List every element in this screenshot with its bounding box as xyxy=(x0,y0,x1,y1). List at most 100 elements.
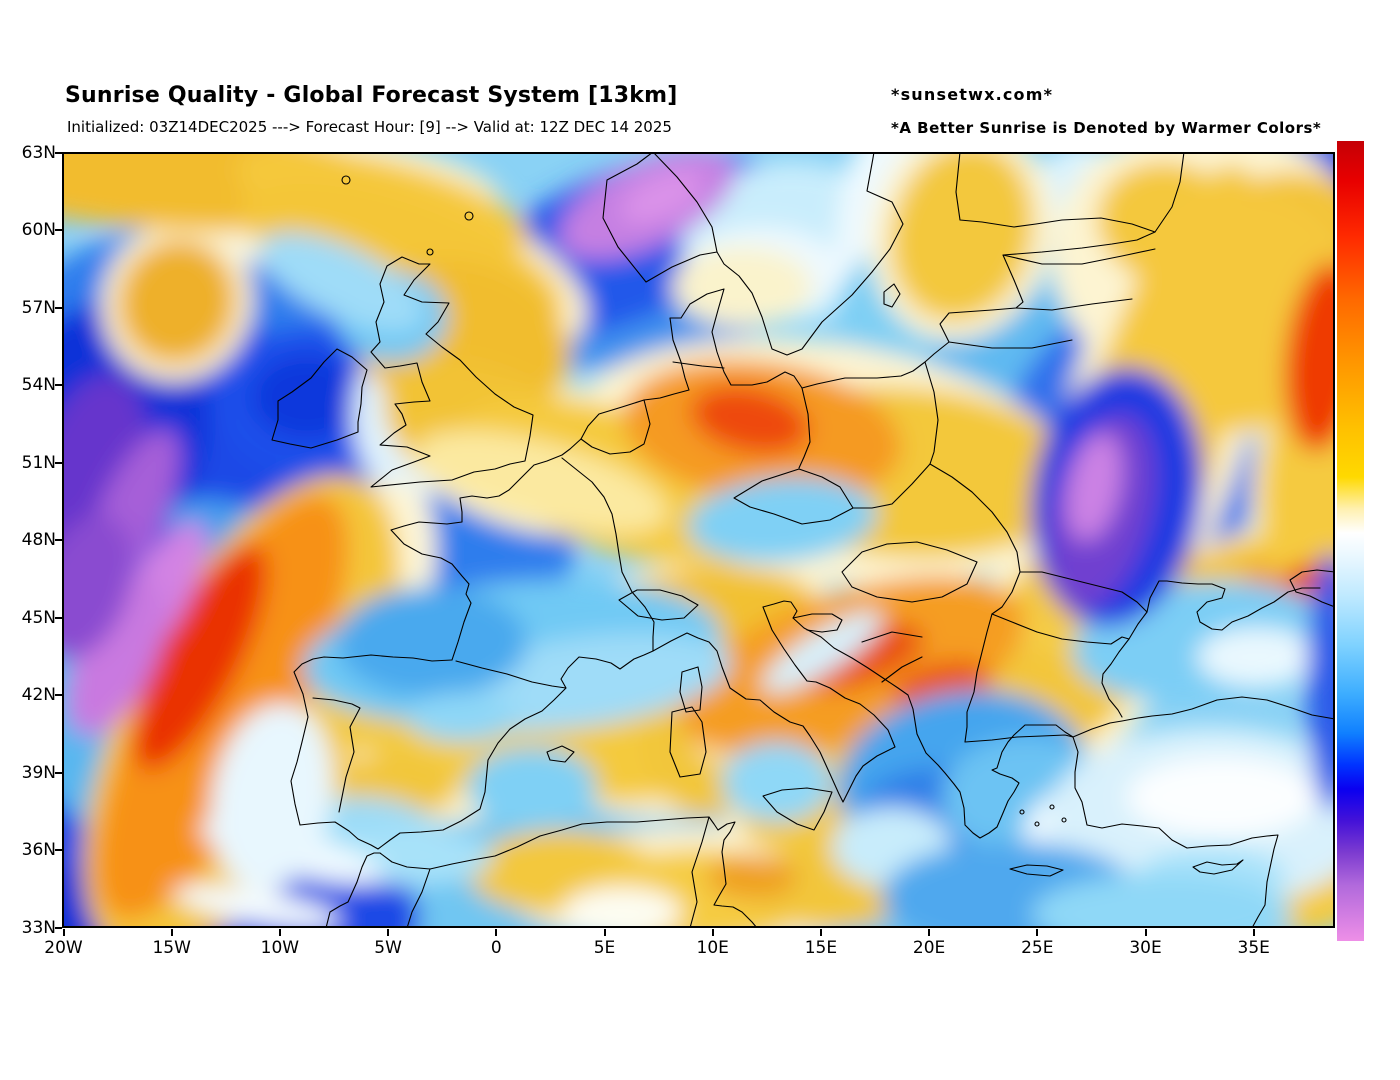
lon-tick-mark xyxy=(603,929,606,936)
border-balkans-1 xyxy=(861,631,923,643)
field-blob xyxy=(62,514,134,660)
field-blob xyxy=(467,747,597,827)
border-spain-france xyxy=(455,660,567,689)
lat-tick-label: 60N xyxy=(21,220,56,241)
lon-tick-mark xyxy=(928,929,931,936)
lat-tick-label: 54N xyxy=(21,375,56,396)
border-germany-denmark xyxy=(672,361,725,369)
border-portugal-spain xyxy=(312,697,361,813)
lat-tick-label: 51N xyxy=(21,452,56,473)
border-morocco-algeria xyxy=(406,868,431,928)
coastlines-and-borders xyxy=(271,152,1335,928)
coast-adriatic-greece xyxy=(762,600,1335,839)
field-blob xyxy=(1307,552,1335,812)
coast-black-sea-north xyxy=(1289,569,1335,608)
lon-tick-mark xyxy=(62,929,65,936)
island-sicily xyxy=(762,787,833,831)
lon-tick-label: 20E xyxy=(912,938,946,958)
lon-tick-mark xyxy=(495,929,498,936)
island-corsica xyxy=(679,666,703,713)
field-blob xyxy=(707,855,797,899)
border-baltics-1 xyxy=(1002,248,1156,265)
border-carpathians xyxy=(929,463,1021,615)
lon-tick-label: 10E xyxy=(696,938,729,958)
island-mallorca xyxy=(546,745,575,763)
island-sardinia xyxy=(669,706,707,778)
lat-tick-mark xyxy=(55,849,62,852)
lon-tick-label: 0 xyxy=(490,938,502,958)
lon-tick-mark xyxy=(170,929,173,936)
island-cyprus xyxy=(1192,859,1244,875)
field-blob xyxy=(407,692,517,742)
lat-tick-mark xyxy=(55,461,62,464)
lat-tick-mark xyxy=(55,229,62,232)
field-blob xyxy=(67,578,167,736)
colorbar xyxy=(1337,141,1364,941)
field-blob xyxy=(1261,352,1335,612)
lat-tick-mark xyxy=(55,616,62,619)
coast-turkey xyxy=(1072,736,1279,928)
lat-tick-label: 48N xyxy=(21,530,56,551)
lon-tick-label: 15W xyxy=(152,938,191,958)
border-bulgaria-greece xyxy=(964,734,1074,743)
field-blob xyxy=(1032,874,1292,928)
field-blob xyxy=(96,494,348,920)
border-baltics-2 xyxy=(1015,298,1133,311)
border-danube-bulgaria xyxy=(991,613,1130,645)
lon-tick-label: 5W xyxy=(374,938,402,958)
border-netherlands-germany xyxy=(580,399,651,455)
island-faroe xyxy=(341,175,351,185)
field-blob xyxy=(690,386,810,454)
field-blob xyxy=(761,611,883,693)
lon-tick-label: 25E xyxy=(1021,938,1054,958)
field-blob xyxy=(1066,432,1122,542)
border-baltics-3 xyxy=(948,339,1073,349)
field-blob xyxy=(672,247,812,327)
lat-tick-label: 57N xyxy=(21,297,56,318)
island-aegean-2 xyxy=(1034,821,1040,827)
island-aegean-1 xyxy=(1019,809,1025,815)
field-blob xyxy=(416,430,668,534)
field-blob xyxy=(722,742,832,822)
lon-tick-label: 15E xyxy=(804,938,838,958)
lon-tick-mark xyxy=(1144,929,1147,936)
coast-baltic-east xyxy=(801,152,1156,389)
field-blob xyxy=(132,544,268,770)
field-blob xyxy=(173,885,341,928)
border-balkans-2 xyxy=(881,656,923,683)
lon-tick-mark xyxy=(819,929,822,936)
lon-tick-label: 30E xyxy=(1129,938,1162,958)
map-canvas xyxy=(62,152,1335,928)
border-france-east xyxy=(561,457,655,652)
colorscale-note: *A Better Sunrise is Denoted by Warmer C… xyxy=(891,119,1322,137)
island-aegean-3 xyxy=(1049,804,1055,810)
lon-tick-mark xyxy=(1036,929,1039,936)
border-switzerland xyxy=(618,589,699,621)
coast-west-europe xyxy=(390,399,645,661)
field-blob xyxy=(259,232,425,332)
coast-scandinavia xyxy=(602,152,904,356)
island-crete xyxy=(1009,864,1064,877)
lat-tick-label: 36N xyxy=(21,840,56,861)
forecast-field-map xyxy=(62,152,1335,928)
lat-tick-label: 42N xyxy=(21,685,56,706)
lat-tick-mark xyxy=(55,384,62,387)
lat-tick-mark xyxy=(55,771,62,774)
coast-great-britain xyxy=(370,256,534,488)
lat-tick-label: 33N xyxy=(21,918,56,938)
field-blob xyxy=(890,152,1034,321)
lat-tick-mark xyxy=(55,306,62,309)
island-gotland xyxy=(883,283,901,308)
lon-tick-mark xyxy=(387,929,390,936)
border-norway-sweden xyxy=(652,152,718,253)
border-serbia-bulgaria xyxy=(964,613,993,743)
border-hungary xyxy=(841,541,978,603)
lat-tick-mark xyxy=(55,927,62,929)
lon-tick-label: 35E xyxy=(1237,938,1270,958)
lon-tick-mark xyxy=(711,929,714,936)
lon-tick-label: 20W xyxy=(44,938,83,958)
coast-crimea xyxy=(1101,580,1321,718)
map-frame xyxy=(62,152,1335,928)
coast-north-africa xyxy=(325,816,758,928)
